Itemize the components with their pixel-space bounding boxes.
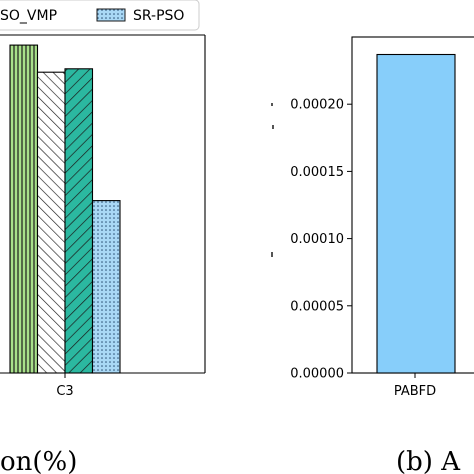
legend-label-sr-pso: SR-PSO (133, 8, 184, 24)
panel-b: 0.00000 0.00005 0.00010 0.00015 0.00020 PABF… (271, 36, 474, 474)
panel-a-bars (9, 44, 121, 374)
panel-a-xtick-label: C3 (56, 384, 73, 399)
ylabel-fragment (272, 125, 274, 129)
panel-b-yticks: 0.00000 0.00005 0.00010 0.00015 0.00020 (290, 98, 352, 382)
panel-b-caption: (b) A (396, 447, 461, 474)
bar-pabfd (376, 53, 456, 374)
panel-b-ytick-label-4: 0.00020 (290, 98, 344, 113)
bar-c3-series-1 (9, 44, 39, 374)
panel-b-ytick-label-3: 0.00015 (290, 165, 344, 180)
panel-b-ytick-label-1: 0.00005 (290, 299, 344, 314)
panel-b-ytick-label-2: 0.00010 (290, 232, 344, 247)
panel-b-xtick-label: PABFD (394, 384, 436, 399)
panel-a-caption: on(%) (0, 447, 77, 474)
bar-c3-series-2 (36, 71, 66, 374)
ylabel-fragment (271, 103, 273, 106)
legend: SO_VMP SR-PSO (0, 0, 200, 31)
ylabel-fragment (271, 252, 273, 257)
bar-c3-series-3 (64, 68, 94, 374)
legend-swatch-sr-pso (96, 8, 126, 22)
panel-b-ylabel-fragments (271, 103, 274, 257)
legend-label-so-vmp: SO_VMP (0, 8, 57, 24)
panel-b-ytick-label-0: 0.00000 (290, 367, 344, 382)
panel-a: C3 on(%) (0, 34, 206, 474)
bar-c3-series-4 (91, 200, 121, 374)
